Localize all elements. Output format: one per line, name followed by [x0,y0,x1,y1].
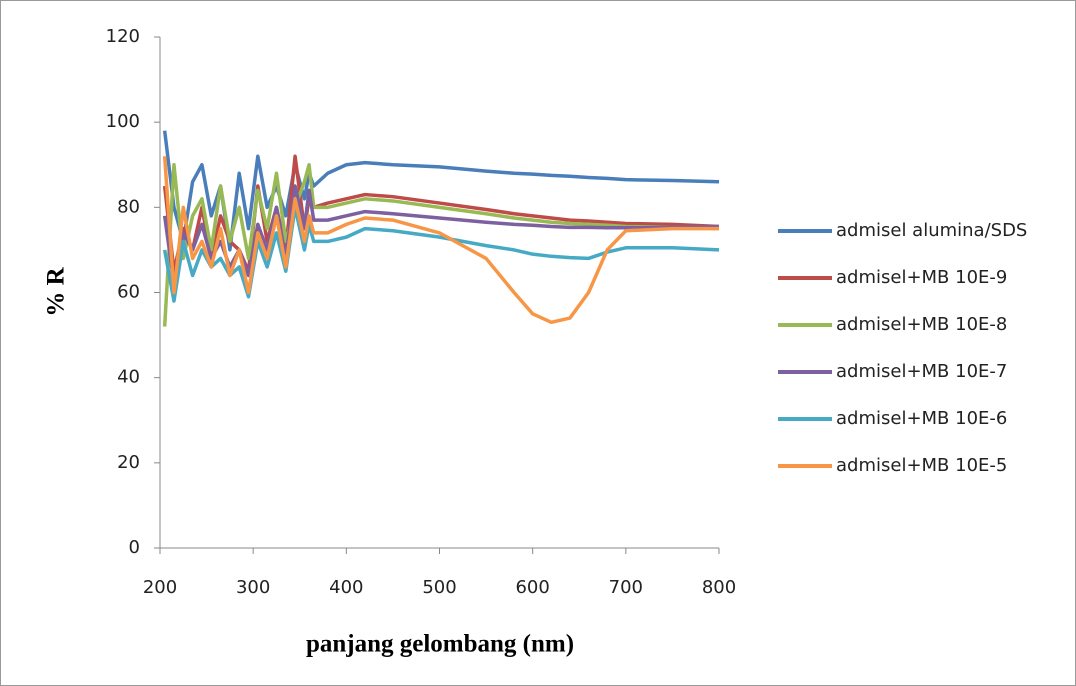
y-tick-label: 100 [106,111,140,132]
x-tick-label: 500 [422,577,456,598]
legend-label: admisel+MB 10E-9 [836,267,1007,288]
x-tick-label: 600 [515,577,549,598]
x-tick-label: 300 [236,577,270,598]
y-tick-label: 0 [129,537,140,558]
legend-label: admisel+MB 10E-8 [836,314,1007,335]
legend-label: admisel+MB 10E-6 [836,408,1007,429]
legend-label: admisel+MB 10E-7 [836,361,1007,382]
legend-label: admisel+MB 10E-5 [836,455,1007,476]
y-axis-title: % R [43,266,70,316]
x-tick-label: 800 [702,577,736,598]
chart: panjang gelombang (nm) % R 0 20 40 60 80 100 1… [0,0,1076,686]
y-tick-label: 40 [117,367,140,388]
x-tick-label: 200 [143,577,177,598]
y-tick-label: 20 [117,452,140,473]
y-tick-label: 120 [106,26,140,47]
y-tick-label: 80 [117,196,140,217]
x-tick-label: 700 [609,577,643,598]
y-tick-label: 60 [117,282,140,303]
legend-label: admisel alumina/SDS [836,220,1027,241]
x-tick-label: 400 [329,577,363,598]
x-axis-title: panjang gelombang (nm) [306,631,574,658]
